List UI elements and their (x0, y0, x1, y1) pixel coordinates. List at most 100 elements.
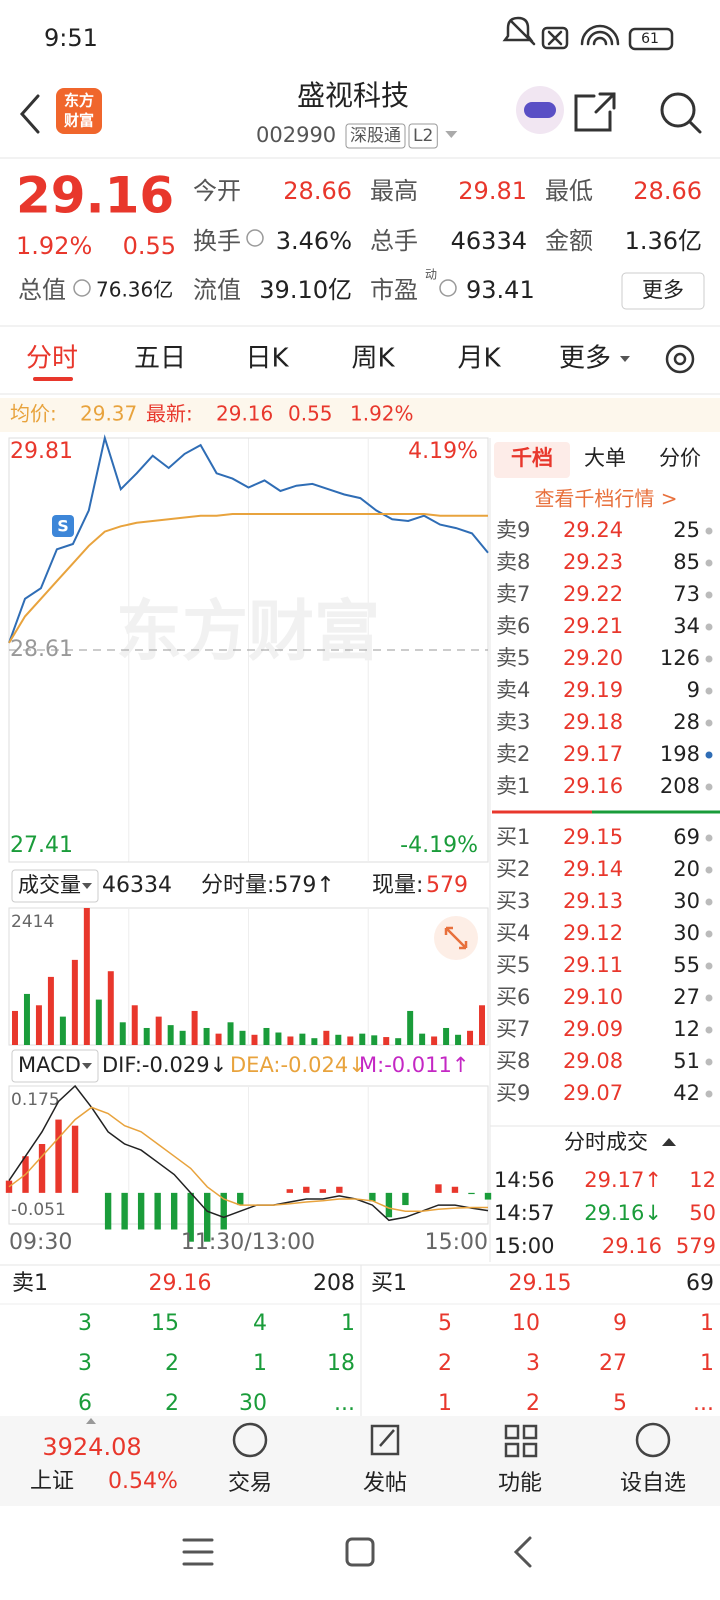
index-name: 上证 (30, 1469, 74, 1494)
volume-label: 成交量 (18, 873, 81, 897)
order-queue: 2 (438, 1351, 452, 1376)
order-queue: 27 (599, 1351, 627, 1376)
order-queue: 2 (165, 1391, 179, 1416)
logo-text: 财富 (64, 112, 94, 130)
event-marker[interactable] (52, 515, 74, 537)
icon-func (504, 1424, 538, 1458)
book-price: 29.19 (563, 678, 623, 702)
book-volume: 208 (660, 774, 700, 798)
volume-bar (59, 1016, 66, 1045)
nav-item[interactable]: 设自选 (620, 1471, 686, 1496)
book-level: 卖5 (496, 646, 530, 670)
back-button[interactable] (19, 94, 40, 134)
trade-volume: 579 (676, 1234, 716, 1258)
macd-selector[interactable] (11, 1049, 99, 1083)
book-price: 29.14 (563, 857, 623, 881)
book-level: 卖2 (496, 742, 530, 766)
book-dot (705, 834, 713, 842)
volume-bar (467, 1030, 474, 1045)
book-dot (705, 527, 713, 535)
order-queue: 1 (700, 1311, 714, 1336)
volume-bar (23, 993, 30, 1045)
price-line (8, 434, 489, 644)
info-icon (246, 229, 264, 247)
nav-menu[interactable] (182, 1538, 214, 1566)
order-queue: 30 (239, 1391, 267, 1416)
volume-bar (479, 1005, 486, 1045)
book-level: 卖1 (496, 774, 530, 798)
avg-label: 均价: (10, 402, 57, 426)
order-queue: 3 (78, 1351, 92, 1376)
tab[interactable]: 周K (351, 344, 395, 374)
volume-bar (203, 1027, 210, 1045)
book-price: 29.16 (563, 774, 623, 798)
book-level: 买7 (496, 1017, 530, 1041)
macd-bar (468, 1192, 475, 1195)
macd-bar (220, 1192, 227, 1230)
avg-price: 29.37 (80, 402, 137, 426)
info-bar (0, 398, 720, 432)
book-dot (705, 719, 713, 727)
book-dot (705, 687, 713, 695)
volume-selector[interactable] (11, 869, 99, 903)
book-tab[interactable]: 大单 (584, 446, 626, 470)
share-button[interactable] (574, 92, 616, 132)
book-tab[interactable]: 分价 (659, 446, 701, 470)
book-link[interactable]: 查看千档行情 > (534, 487, 677, 511)
book-volume: 30 (673, 889, 700, 913)
nav-item[interactable]: 交易 (228, 1471, 272, 1496)
field-value: 93.41 (466, 276, 535, 304)
tag-box (345, 123, 406, 149)
volume-bar (239, 1030, 246, 1045)
macd-label: MACD (18, 1053, 81, 1077)
book-volume: 126 (660, 646, 700, 670)
tab-underline (33, 377, 73, 381)
order-queue: 1 (253, 1351, 267, 1376)
volume-bar (419, 1033, 426, 1045)
layout (19, 16, 702, 1568)
field-value: 3.46% (276, 227, 352, 255)
book-price: 29.22 (563, 582, 623, 606)
field-label: 金额 (545, 227, 593, 255)
tab[interactable]: 分时 (26, 344, 78, 374)
tab[interactable]: 五日 (134, 344, 186, 374)
volume-total: 46334 (102, 873, 172, 898)
field-value: 1.36亿 (625, 227, 702, 255)
icon-sim-x (547, 30, 563, 46)
volume-bar (443, 1027, 450, 1045)
book-level: 买5 (496, 953, 530, 977)
trade-time: 14:56 (494, 1168, 555, 1192)
nav-item[interactable]: 功能 (498, 1471, 542, 1496)
icon-wifi (580, 24, 620, 46)
more-button[interactable] (621, 272, 705, 310)
search-button[interactable] (660, 92, 696, 128)
last-label: 最新: (146, 402, 193, 426)
book-volume: 85 (673, 550, 700, 574)
level-label: 买1 (371, 1271, 407, 1296)
macd-bar (154, 1192, 161, 1230)
nav-home[interactable] (345, 1537, 375, 1567)
book-tab[interactable]: 千档 (511, 446, 553, 470)
order-queue: ... (693, 1391, 714, 1416)
macd-bar (187, 1192, 194, 1242)
nav-back[interactable] (513, 1536, 532, 1568)
macd-m: M:-0.011↑ (359, 1053, 470, 1077)
tab[interactable]: 月K (457, 344, 501, 374)
book-volume: 42 (673, 1081, 700, 1105)
nav-item[interactable]: 发帖 (363, 1471, 407, 1496)
macd-line (8, 1106, 488, 1212)
dropdown (82, 883, 92, 889)
volume-bar (251, 1034, 258, 1045)
tab[interactable]: 日K (245, 344, 289, 374)
macd-bar (484, 1192, 492, 1200)
order-queue: 2 (165, 1351, 179, 1376)
settings-button[interactable] (665, 344, 695, 374)
book-level: 卖4 (496, 678, 530, 702)
tab[interactable]: 更多 (559, 344, 611, 374)
volume-bar (143, 1027, 150, 1045)
macd-bar (104, 1192, 112, 1230)
trade-volume: 12 (689, 1168, 716, 1192)
volume-bar (323, 1030, 330, 1045)
book-price: 29.07 (563, 1081, 623, 1105)
watermark: 东方财富 (116, 593, 380, 670)
